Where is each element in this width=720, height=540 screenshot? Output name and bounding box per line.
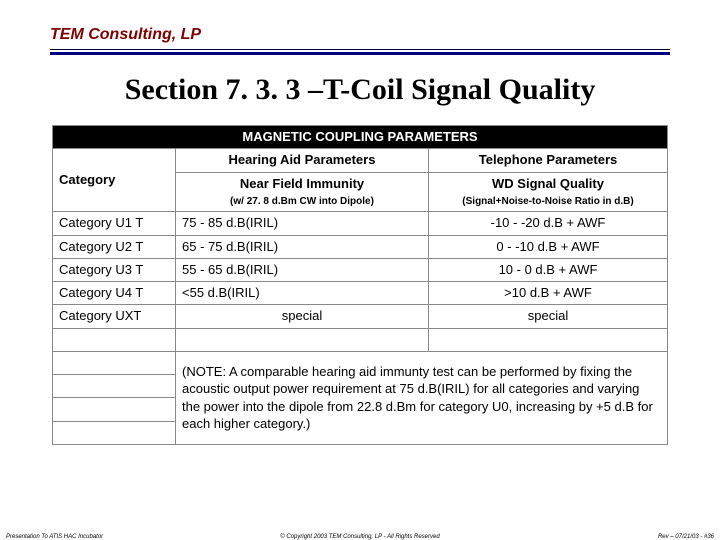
page-title: Section 7. 3. 3 –T-Coil Signal Quality	[0, 73, 720, 107]
cell	[429, 328, 668, 351]
parameters-table: MAGNETIC COUPLING PARAMETERS Category He…	[52, 125, 668, 445]
cell	[53, 398, 176, 421]
table-row: Category Hearing Aid Parameters Telephon…	[53, 149, 668, 172]
cell: Category U1 T	[53, 212, 176, 235]
cell: 10 - 0 d.B + AWF	[429, 258, 668, 281]
col-header-hearing: Hearing Aid Parameters	[176, 149, 429, 172]
subhead-detail: (Signal+Noise-to-Noise Ratio in d.B)	[462, 196, 633, 207]
rule-thick	[50, 52, 670, 55]
subhead-detail: (w/ 27. 8 d.Bm CW into Dipole)	[230, 196, 374, 207]
cell: Category U3 T	[53, 258, 176, 281]
table-row	[53, 328, 668, 351]
subhead-text: WD Signal Quality	[492, 176, 604, 191]
table-row: Category U3 T 55 - 65 d.B(IRIL) 10 - 0 d…	[53, 258, 668, 281]
cell	[53, 375, 176, 398]
cell: Category UXT	[53, 305, 176, 328]
cell	[176, 328, 429, 351]
cell: special	[176, 305, 429, 328]
cell: 0 - -10 d.B + AWF	[429, 235, 668, 258]
cell: 65 - 75 d.B(IRIL)	[176, 235, 429, 258]
cell: -10 - -20 d.B + AWF	[429, 212, 668, 235]
cell: special	[429, 305, 668, 328]
table-row: Category U1 T 75 - 85 d.B(IRIL) -10 - -2…	[53, 212, 668, 235]
cell	[53, 328, 176, 351]
cell: Category U2 T	[53, 235, 176, 258]
subhead-wd-signal: WD Signal Quality (Signal+Noise-to-Noise…	[429, 172, 668, 212]
cell	[53, 351, 176, 374]
cell: <55 d.B(IRIL)	[176, 282, 429, 305]
table-row: Category U4 T <55 d.B(IRIL) >10 d.B + AW…	[53, 282, 668, 305]
col-header-telephone: Telephone Parameters	[429, 149, 668, 172]
table-superheader: MAGNETIC COUPLING PARAMETERS	[53, 126, 668, 149]
cell	[53, 421, 176, 444]
cell: >10 d.B + AWF	[429, 282, 668, 305]
table-row: MAGNETIC COUPLING PARAMETERS	[53, 126, 668, 149]
company-name: TEM Consulting, LP	[50, 26, 670, 44]
subhead-text: Near Field Immunity	[240, 176, 364, 191]
table-row: Category U2 T 65 - 75 d.B(IRIL) 0 - -10 …	[53, 235, 668, 258]
col-header-category: Category	[53, 149, 176, 212]
table-row: (NOTE: A comparable hearing aid immunty …	[53, 351, 668, 374]
cell: 55 - 65 d.B(IRIL)	[176, 258, 429, 281]
table-row: Category UXT special special	[53, 305, 668, 328]
cell: 75 - 85 d.B(IRIL)	[176, 212, 429, 235]
footer-center: © Copyright 2003 TEM Consulting, LP - Al…	[0, 534, 720, 540]
subhead-near-field: Near Field Immunity (w/ 27. 8 d.Bm CW in…	[176, 172, 429, 212]
footer-right: Rev – 07/21/03 - #36	[658, 534, 714, 540]
cell: Category U4 T	[53, 282, 176, 305]
note-cell: (NOTE: A comparable hearing aid immunty …	[176, 351, 668, 444]
